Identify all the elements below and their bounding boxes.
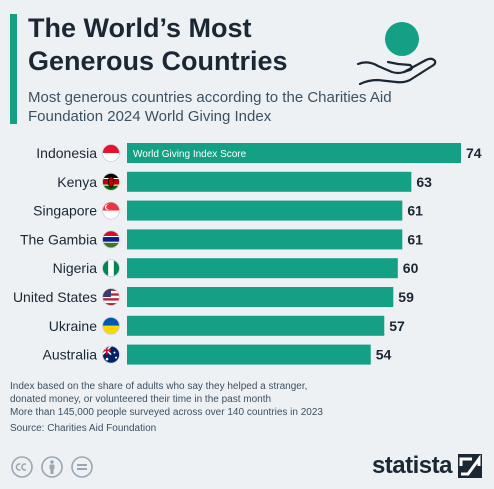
value-label: 54 xyxy=(376,347,392,363)
note-line: Index based on the share of adults who s… xyxy=(10,381,308,392)
bar-chart: Indonesia 74 World Giving Index Score Kenya… xyxy=(13,143,482,365)
flag-part xyxy=(102,259,109,277)
flag-part xyxy=(102,241,120,248)
series-legend-label: World Giving Index Score xyxy=(133,149,247,160)
value-label: 61 xyxy=(407,203,423,219)
flag-part xyxy=(113,351,116,354)
bar xyxy=(127,258,398,279)
cc-icon[interactable] xyxy=(11,456,33,478)
bar xyxy=(127,143,461,163)
chart-notes: Index based on the share of adults who s… xyxy=(10,380,480,435)
flag-part xyxy=(113,259,120,277)
flag-outline xyxy=(102,345,120,364)
flag-outline xyxy=(102,259,120,278)
category-label: Nigeria xyxy=(53,260,98,276)
flag-part xyxy=(102,300,120,304)
gambia-flag-icon xyxy=(102,230,120,248)
flag-part xyxy=(102,236,120,238)
giving-hand-icon xyxy=(356,22,437,86)
bar xyxy=(127,315,385,336)
category-label: Kenya xyxy=(57,174,97,190)
bar xyxy=(127,229,403,250)
category-label: Ukraine xyxy=(49,318,97,334)
title-accent-bar xyxy=(10,14,17,124)
page-title: The World’s Most Generous Countries xyxy=(28,13,288,76)
flag-part xyxy=(102,241,120,243)
flag-part xyxy=(102,303,120,306)
note-line: More than 145,000 people surveyed across… xyxy=(10,407,323,418)
no-derivatives-icon[interactable] xyxy=(71,456,93,478)
value-label: 61 xyxy=(407,231,423,247)
flag-part xyxy=(102,298,120,301)
category-label: Australia xyxy=(43,347,98,363)
nigeria-flag-icon xyxy=(102,259,120,277)
value-label: 63 xyxy=(416,174,432,190)
license-icons xyxy=(11,456,93,478)
attribution-icon[interactable] xyxy=(41,456,63,478)
flag-outline xyxy=(102,172,120,191)
ukraine-flag-icon xyxy=(102,317,120,335)
category-label: Indonesia xyxy=(36,145,97,161)
brand-name: statista xyxy=(371,452,453,479)
flag-part xyxy=(102,144,120,153)
flag-part xyxy=(105,357,109,361)
flag-part xyxy=(102,210,120,220)
page-subtitle: Most generous countries according to the… xyxy=(28,89,392,125)
bar xyxy=(127,287,394,307)
value-label: 59 xyxy=(398,289,414,305)
flag-outline xyxy=(102,201,120,220)
flag-part xyxy=(102,288,111,297)
category-label: Singapore xyxy=(33,203,97,219)
singapore-flag-icon xyxy=(102,202,120,220)
value-label: 57 xyxy=(389,318,405,334)
flag-part xyxy=(106,204,111,210)
category-label: The Gambia xyxy=(20,231,97,247)
australia-flag-icon xyxy=(102,346,120,364)
flag-part xyxy=(102,237,120,242)
flag-outline xyxy=(102,288,120,306)
bar xyxy=(127,200,403,221)
statista-mark-icon xyxy=(458,454,482,478)
statista-logo[interactable]: statista xyxy=(372,451,482,481)
bar xyxy=(127,171,412,192)
flag-part xyxy=(108,175,114,188)
flag-outline xyxy=(102,230,120,249)
value-label: 60 xyxy=(403,260,419,276)
flag-outline xyxy=(102,144,120,162)
bar xyxy=(127,344,371,365)
source-note: Source: Charities Aid Foundation xyxy=(10,423,157,434)
flag-part xyxy=(115,356,117,359)
value-label: 74 xyxy=(466,145,482,161)
category-label: United States xyxy=(13,289,97,305)
note-line: donated money, or volunteered their time… xyxy=(10,394,272,405)
flag-part xyxy=(102,153,120,162)
indonesia-flag-icon xyxy=(102,144,120,162)
flag-outline xyxy=(102,316,120,335)
flag-part xyxy=(102,230,120,238)
united-states-flag-icon xyxy=(102,288,120,306)
kenya-flag-icon xyxy=(102,173,120,191)
flag-part xyxy=(102,325,120,335)
flag-part xyxy=(102,317,120,326)
